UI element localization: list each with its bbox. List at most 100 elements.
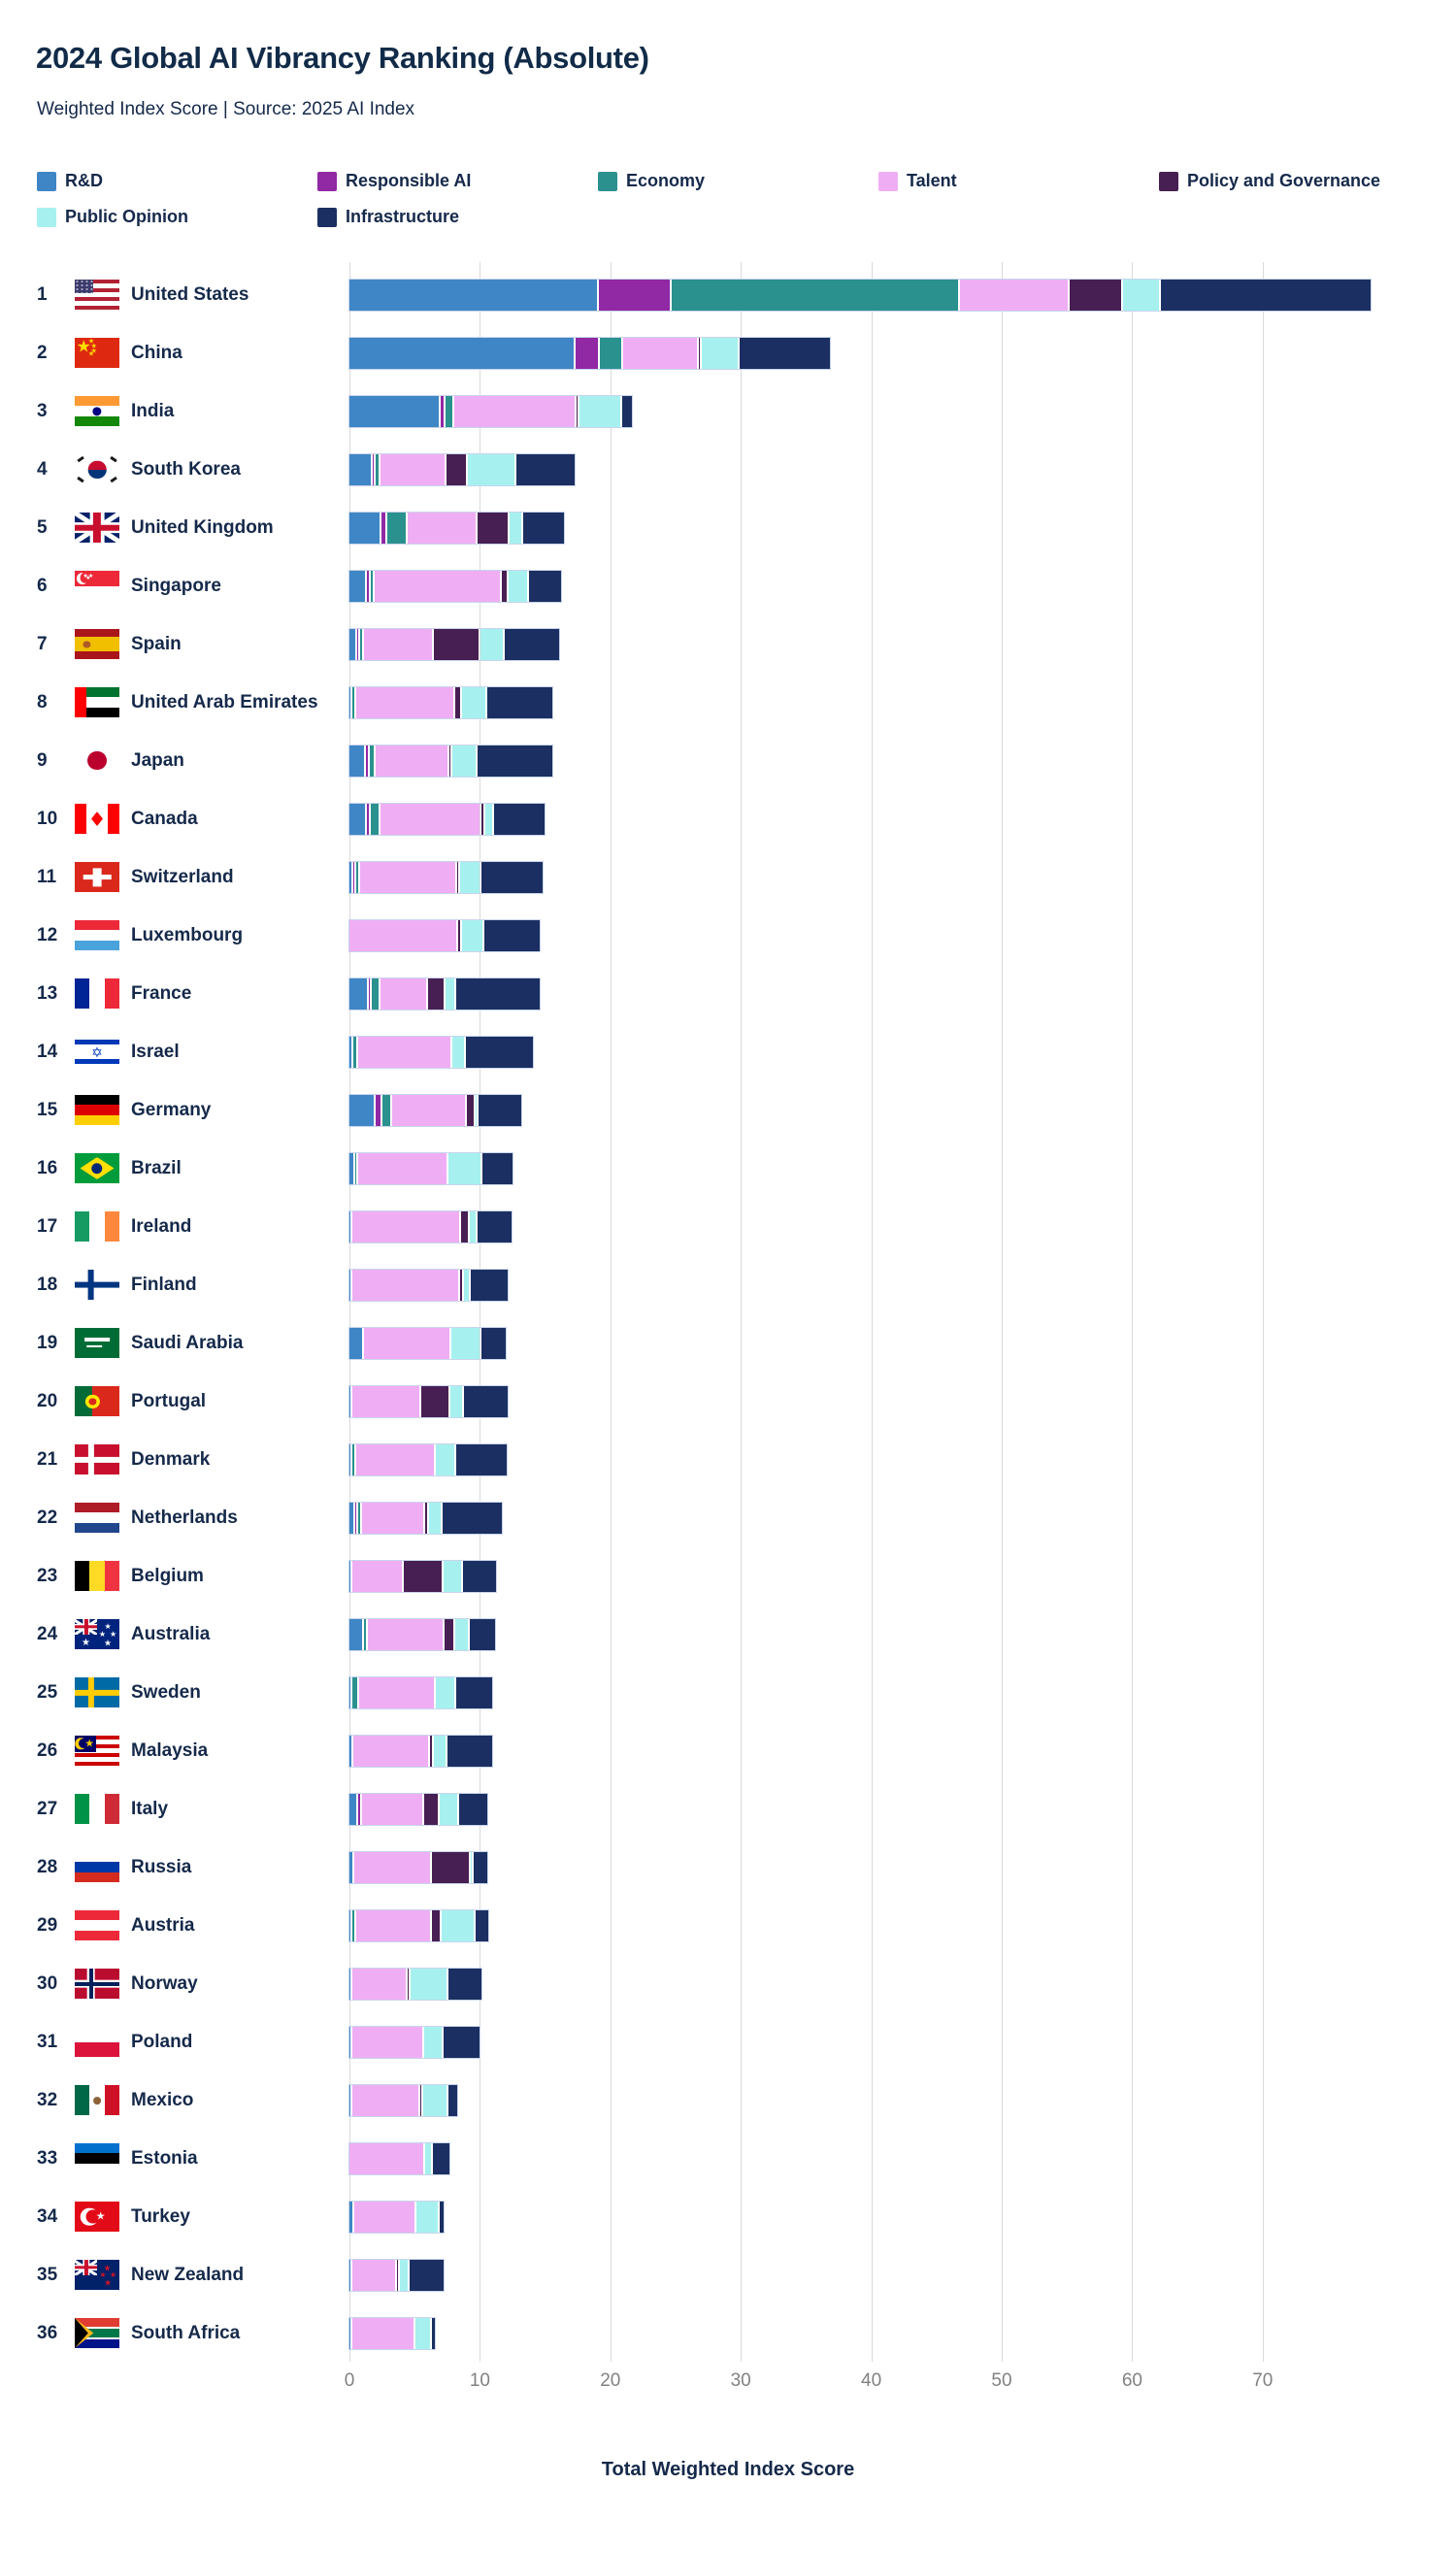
flag-stripe [75, 292, 119, 297]
bar-segment-talent [380, 804, 480, 835]
country-label: Portugal [131, 1391, 207, 1411]
flag-stripe [75, 1044, 119, 1059]
rank-number: 18 [37, 1275, 58, 1295]
country-row-denmark: 21 Denmark [0, 1444, 1456, 1475]
bar-segment-public-opinion [428, 1503, 441, 1534]
flag-russia-icon [75, 1852, 119, 1882]
flag-finland-icon [75, 1270, 119, 1300]
bar-segment-infrastructure [1160, 280, 1371, 311]
bar-segment-infrastructure [442, 1503, 503, 1534]
flag-badge-star: ★ [98, 1630, 107, 1640]
country-row-switzerland: 11 Switzerland [0, 862, 1456, 893]
bar-segment-public-opinion [461, 687, 486, 718]
country-label: Norway [131, 1973, 198, 1994]
bar-segment-talent [623, 338, 698, 369]
flag-badge-star: ★ [104, 1622, 112, 1632]
bar-segment-policy-and-governance [407, 1969, 410, 2000]
bar-segment-talent [376, 745, 447, 777]
flag-stripe [75, 707, 119, 717]
country-row-japan: 9 Japan [0, 745, 1456, 777]
x-tick-label: 10 [469, 2370, 490, 2391]
flag-badge-canton [75, 280, 94, 294]
x-tick-label: 30 [730, 2370, 751, 2391]
bar-segment-talent [349, 2143, 423, 2174]
flag-stripe [75, 1058, 119, 1064]
rank-number: 14 [37, 1042, 58, 1062]
bar-segment-talent [381, 978, 427, 1010]
flag-badge-star: ★ [103, 2263, 112, 2273]
legend-item-policy-and-governance: Policy and Governance [1159, 171, 1380, 191]
bar-segment-policy-and-governance [460, 1211, 469, 1242]
country-label: Belgium [131, 1566, 204, 1586]
stacked-bar [349, 1211, 512, 1242]
country-label: Israel [131, 1042, 180, 1062]
stacked-bar [349, 2318, 435, 2349]
bar-segment-policy-and-governance [699, 338, 701, 369]
flag-france-icon [75, 978, 119, 1009]
stacked-bar [349, 978, 541, 1010]
bar-segment-talent [959, 280, 1068, 311]
chart-subtitle: Weighted Index Score | Source: 2025 AI I… [37, 99, 415, 119]
flag-stripe [75, 1930, 119, 1940]
bar-segment-responsible-ai [575, 338, 599, 369]
flag-sweden-icon [75, 1677, 119, 1707]
rank-number: 5 [37, 517, 48, 538]
stacked-bar [349, 804, 545, 835]
flag-stripe [89, 1211, 105, 1242]
rank-number: 10 [37, 809, 58, 829]
bar-segment-public-opinion [443, 1561, 461, 1592]
flag-stripe [75, 940, 119, 950]
flag-ireland-icon [75, 1211, 119, 1242]
bar-segment-economy [375, 454, 380, 485]
bar-segment-infrastructure [480, 862, 544, 893]
legend-item-economy: Economy [598, 171, 705, 191]
bar-segment-talent [352, 1270, 459, 1301]
flag-stripe [75, 2338, 119, 2348]
legend-item-r-d: R&D [37, 171, 103, 191]
bar-segment-talent [352, 1561, 402, 1592]
flag-canada-icon [75, 804, 119, 834]
bar-segment-public-opinion [400, 2260, 409, 2291]
flag-stripe [75, 804, 87, 834]
bar-segment-r-d [349, 1969, 351, 2000]
flag-stripe [75, 687, 119, 698]
flag-badge-star: ★ [103, 1638, 113, 1648]
bar-segment-economy [352, 1677, 358, 1708]
bar-segment-talent [353, 1736, 429, 1767]
country-row-netherlands: 22 Netherlands [0, 1503, 1456, 1534]
bar-segment-public-opinion [436, 1677, 455, 1708]
bar-segment-public-opinion [579, 396, 621, 427]
stacked-bar [349, 2202, 444, 2233]
flag-stripe [104, 1794, 119, 1824]
bar-segment-r-d [349, 1444, 351, 1475]
stacked-bar [349, 396, 632, 427]
country-row-spain: 7 Spain [0, 629, 1456, 660]
x-tick-label: 20 [600, 2370, 621, 2391]
flag-badge-star: ★ [99, 2270, 107, 2280]
country-row-saudi-arabia: 19 Saudi Arabia [0, 1328, 1456, 1359]
stacked-bar [349, 920, 541, 951]
flag-stripe [75, 2153, 119, 2164]
country-row-mexico: 32 Mexico [0, 2085, 1456, 2116]
country-label: Malaysia [131, 1740, 209, 1761]
country-row-ireland: 17 Ireland [0, 1211, 1456, 1242]
bar-segment-economy [364, 1619, 366, 1650]
flag-stripe [89, 978, 105, 1009]
gridline [1002, 262, 1003, 2362]
flag-stripe [75, 1037, 119, 1041]
country-row-germany: 15 Germany [0, 1095, 1456, 1126]
stacked-bar [349, 1969, 481, 2000]
bar-segment-economy [386, 513, 406, 544]
bar-segment-public-opinion [485, 804, 492, 835]
bar-segment-public-opinion [452, 745, 476, 777]
flag-new-zealand-icon: ★ ★ ★ ★ [75, 2260, 119, 2290]
bar-segment-public-opinion [416, 2202, 439, 2233]
flag-stripe [75, 1862, 119, 1872]
flag-stripe [75, 697, 119, 708]
country-label: Denmark [131, 1449, 211, 1470]
stacked-bar [349, 571, 562, 602]
country-row-portugal: 20 Portugal [0, 1386, 1456, 1417]
bar-segment-public-opinion [508, 571, 528, 602]
flag-badge-disc [87, 750, 107, 771]
flag-saudi-arabia-icon [75, 1328, 119, 1358]
